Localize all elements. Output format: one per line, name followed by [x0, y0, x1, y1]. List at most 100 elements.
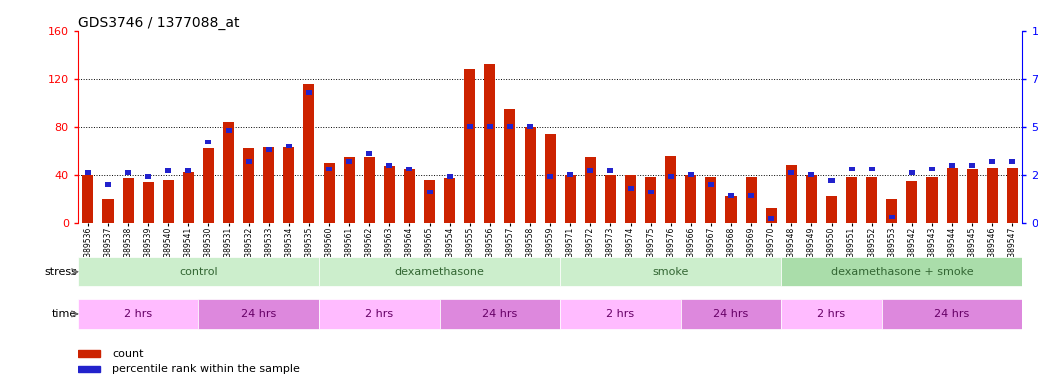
Bar: [726, 196, 737, 223]
Bar: [246, 159, 251, 164]
Bar: [748, 194, 755, 198]
Text: dexamethasone: dexamethasone: [394, 266, 485, 277]
Bar: [386, 163, 392, 167]
Bar: [165, 169, 171, 173]
Bar: [561, 299, 681, 329]
Bar: [186, 169, 191, 173]
Bar: [504, 109, 516, 223]
Text: 2 hrs: 2 hrs: [125, 309, 153, 319]
Bar: [565, 175, 576, 223]
Bar: [306, 90, 312, 94]
Bar: [688, 172, 693, 177]
Bar: [142, 182, 154, 223]
Bar: [266, 147, 272, 152]
Bar: [909, 170, 914, 175]
Bar: [319, 299, 440, 329]
Bar: [425, 180, 435, 223]
Bar: [344, 157, 355, 223]
Text: stress: stress: [44, 266, 77, 277]
Bar: [125, 170, 131, 175]
Text: control: control: [180, 266, 218, 277]
Bar: [122, 178, 134, 223]
Bar: [846, 177, 857, 223]
Bar: [826, 196, 837, 223]
Bar: [584, 157, 596, 223]
Bar: [203, 148, 214, 223]
Bar: [507, 124, 513, 129]
Bar: [886, 199, 897, 223]
Bar: [766, 208, 776, 223]
Bar: [82, 175, 93, 223]
Bar: [404, 169, 415, 223]
Bar: [485, 64, 495, 223]
Text: 24 hrs: 24 hrs: [713, 309, 748, 319]
Bar: [966, 169, 978, 223]
Bar: [446, 174, 453, 179]
Bar: [588, 169, 594, 173]
Bar: [605, 175, 616, 223]
Bar: [363, 157, 375, 223]
Bar: [869, 167, 875, 171]
Bar: [706, 177, 716, 223]
Bar: [849, 167, 854, 171]
Bar: [1007, 167, 1018, 223]
Bar: [625, 175, 636, 223]
Bar: [283, 147, 295, 223]
Text: percentile rank within the sample: percentile rank within the sample: [112, 364, 300, 374]
Bar: [103, 199, 113, 223]
Bar: [78, 299, 198, 329]
Bar: [225, 128, 231, 133]
Text: 2 hrs: 2 hrs: [818, 309, 846, 319]
Text: smoke: smoke: [653, 266, 689, 277]
Bar: [782, 257, 1022, 286]
Text: dexamethasone + smoke: dexamethasone + smoke: [830, 266, 974, 277]
Bar: [567, 172, 573, 177]
Text: 24 hrs: 24 hrs: [483, 309, 518, 319]
Bar: [828, 178, 835, 183]
Bar: [78, 350, 100, 357]
Bar: [728, 194, 734, 198]
Bar: [198, 299, 319, 329]
Bar: [782, 299, 881, 329]
Bar: [788, 170, 794, 175]
Bar: [805, 175, 817, 223]
Bar: [947, 167, 958, 223]
Bar: [464, 69, 475, 223]
Bar: [545, 134, 555, 223]
Bar: [78, 257, 319, 286]
Bar: [527, 124, 534, 129]
Bar: [667, 174, 674, 179]
Bar: [223, 122, 235, 223]
Bar: [384, 166, 394, 223]
Bar: [547, 174, 553, 179]
Bar: [561, 257, 782, 286]
Bar: [889, 215, 895, 219]
Bar: [366, 151, 373, 156]
Bar: [648, 190, 654, 194]
Bar: [78, 366, 100, 372]
Bar: [319, 257, 561, 286]
Text: 2 hrs: 2 hrs: [365, 309, 393, 319]
Bar: [929, 167, 935, 171]
Bar: [346, 159, 352, 164]
Bar: [768, 217, 774, 221]
Bar: [467, 124, 472, 129]
Bar: [487, 124, 493, 129]
Bar: [444, 178, 456, 223]
Text: time: time: [52, 309, 77, 319]
Bar: [681, 299, 782, 329]
Bar: [407, 167, 412, 171]
Bar: [745, 177, 757, 223]
Bar: [303, 84, 315, 223]
Bar: [85, 170, 91, 175]
Bar: [243, 148, 254, 223]
Bar: [440, 299, 561, 329]
Text: 2 hrs: 2 hrs: [606, 309, 634, 319]
Bar: [206, 140, 212, 144]
Bar: [607, 169, 613, 173]
Text: 24 hrs: 24 hrs: [241, 309, 276, 319]
Bar: [906, 181, 918, 223]
Bar: [163, 180, 173, 223]
Bar: [786, 165, 797, 223]
Text: 24 hrs: 24 hrs: [934, 309, 969, 319]
